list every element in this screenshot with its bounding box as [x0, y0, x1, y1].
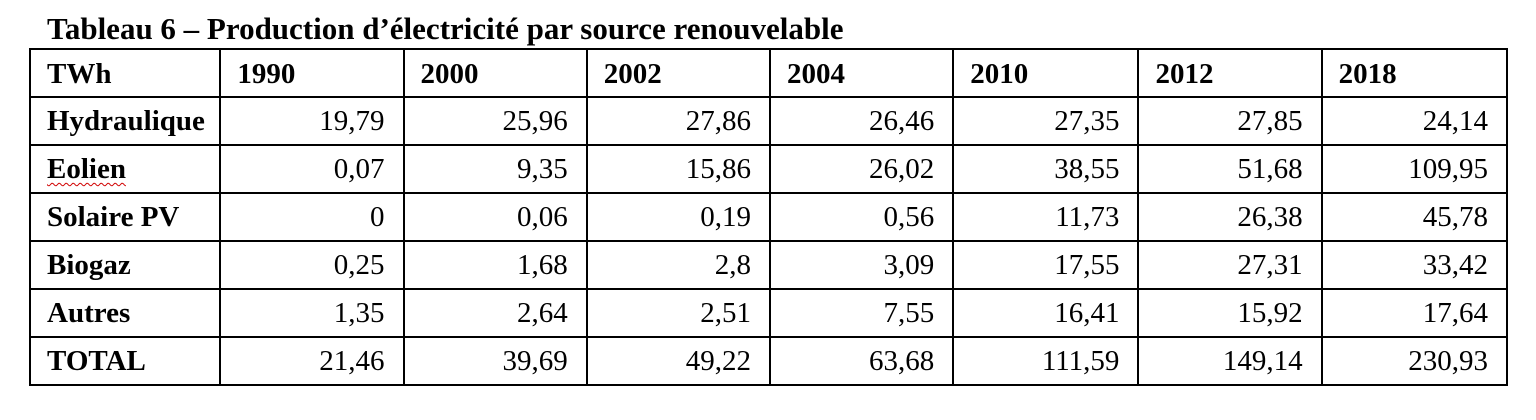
table-cell: 45,78: [1320, 192, 1509, 242]
table-cell: 38,55: [952, 144, 1140, 194]
table-row: Hydraulique 19,79 25,96 27,86 26,46 27,3…: [28, 96, 1509, 146]
table-cell: 26,38: [1137, 192, 1323, 242]
table-cell: 1,35: [219, 288, 405, 338]
table-cell: 24,14: [1320, 96, 1509, 146]
table-cell: 51,68: [1137, 144, 1323, 194]
table-cell: 26,02: [768, 144, 955, 194]
year-header: 2010: [952, 48, 1140, 98]
row-label: Biogaz: [28, 240, 222, 290]
year-header: 2000: [402, 48, 588, 98]
total-row: TOTAL 21,46 39,69 49,22 63,68 111,59 149…: [28, 336, 1509, 386]
row-label: Solaire PV: [28, 192, 222, 242]
table-cell: 149,14: [1137, 336, 1323, 386]
row-label-text: Eolien: [47, 153, 126, 185]
table-row: Eolien 0,07 9,35 15,86 26,02 38,55 51,68…: [28, 144, 1509, 194]
table-cell: 27,35: [952, 96, 1140, 146]
row-label: Hydraulique: [28, 96, 222, 146]
year-header: 2018: [1320, 48, 1509, 98]
table-cell: 0,06: [402, 192, 588, 242]
table-cell: 39,69: [402, 336, 588, 386]
table-cell: 16,41: [952, 288, 1140, 338]
table-cell: 0,07: [219, 144, 405, 194]
table-cell: 0,25: [219, 240, 405, 290]
table-cell: 11,73: [952, 192, 1140, 242]
table-cell: 0,19: [585, 192, 771, 242]
table-cell: 27,85: [1137, 96, 1323, 146]
row-label: TOTAL: [28, 336, 222, 386]
year-header: 2004: [768, 48, 955, 98]
table-cell: 21,46: [219, 336, 405, 386]
table-row: Solaire PV 0 0,06 0,19 0,56 11,73 26,38 …: [28, 192, 1509, 242]
table-cell: 15,92: [1137, 288, 1323, 338]
table-cell: 2,8: [585, 240, 771, 290]
table-cell: 33,42: [1320, 240, 1509, 290]
row-label: Eolien: [28, 144, 222, 194]
table-cell: 17,55: [952, 240, 1140, 290]
year-header: 1990: [219, 48, 405, 98]
table-cell: 3,09: [768, 240, 955, 290]
table-cell: 19,79: [219, 96, 405, 146]
row-label: Autres: [28, 288, 222, 338]
table-title: Tableau 6 – Production d’électricité par…: [47, 11, 844, 46]
table-cell: 27,86: [585, 96, 771, 146]
table-cell: 0: [219, 192, 405, 242]
table-cell: 1,68: [402, 240, 588, 290]
electricity-production-table: TWh 1990 2000 2002 2004 2010 2012 2018 H…: [28, 48, 1509, 386]
year-header: 2012: [1137, 48, 1323, 98]
table-cell: 15,86: [585, 144, 771, 194]
table-cell: 25,96: [402, 96, 588, 146]
table-cell: 26,46: [768, 96, 955, 146]
table-cell: 9,35: [402, 144, 588, 194]
table-cell: 27,31: [1137, 240, 1323, 290]
table-cell: 2,64: [402, 288, 588, 338]
table-cell: 17,64: [1320, 288, 1509, 338]
table-cell: 49,22: [585, 336, 771, 386]
table-cell: 0,56: [768, 192, 955, 242]
year-header: 2002: [585, 48, 771, 98]
table-cell: 2,51: [585, 288, 771, 338]
table-cell: 7,55: [768, 288, 955, 338]
table-row: Biogaz 0,25 1,68 2,8 3,09 17,55 27,31 33…: [28, 240, 1509, 290]
table-cell: 230,93: [1320, 336, 1509, 386]
unit-header: TWh: [28, 48, 222, 98]
table-row: Autres 1,35 2,64 2,51 7,55 16,41 15,92 1…: [28, 288, 1509, 338]
table-cell: 63,68: [768, 336, 955, 386]
table-cell: 109,95: [1320, 144, 1509, 194]
header-row: TWh 1990 2000 2002 2004 2010 2012 2018: [28, 48, 1509, 98]
table-cell: 111,59: [952, 336, 1140, 386]
